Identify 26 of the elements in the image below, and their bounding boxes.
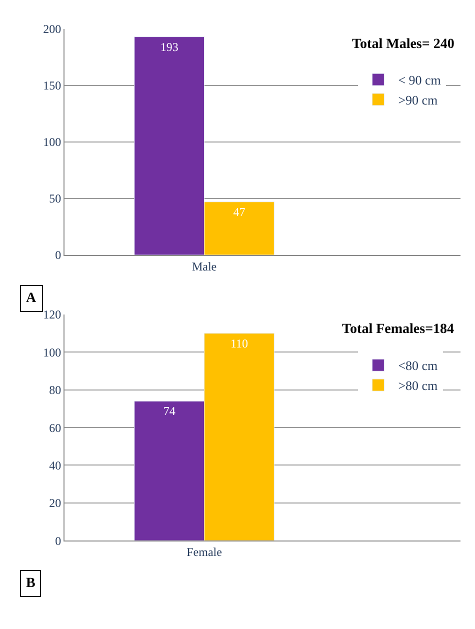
legend-label: >90 cm [398, 92, 438, 108]
data-label: 110 [230, 336, 248, 350]
legend-label: < 90 cm [398, 72, 441, 88]
y-tick-label: 120 [43, 308, 62, 322]
y-tick-label: 50 [49, 192, 62, 206]
x-tick-label: Male [192, 259, 217, 274]
y-tick-label: 60 [49, 420, 62, 435]
y-tick-label: 0 [55, 248, 62, 262]
legend-label: <80 cm [398, 358, 438, 374]
data-label: 193 [160, 40, 178, 54]
text: B [26, 576, 36, 591]
data-label: 74 [163, 404, 176, 418]
y-tick-label: 100 [43, 135, 62, 150]
y-tick-label: 150 [43, 78, 62, 93]
text: Total Males= 240 [352, 37, 454, 52]
y-tick-label: 80 [49, 383, 62, 398]
text: Total Females=184 [342, 322, 454, 337]
y-tick-label: 200 [43, 22, 62, 36]
y-tick-label: 20 [49, 496, 62, 510]
y-tick-label: 0 [55, 534, 62, 548]
data-label: 47 [233, 204, 246, 219]
x-tick-label: Female [186, 545, 222, 559]
text: A [26, 291, 37, 306]
legend-label: >80 cm [398, 378, 438, 394]
y-tick-label: 100 [43, 345, 62, 360]
y-tick-label: 40 [49, 458, 62, 472]
